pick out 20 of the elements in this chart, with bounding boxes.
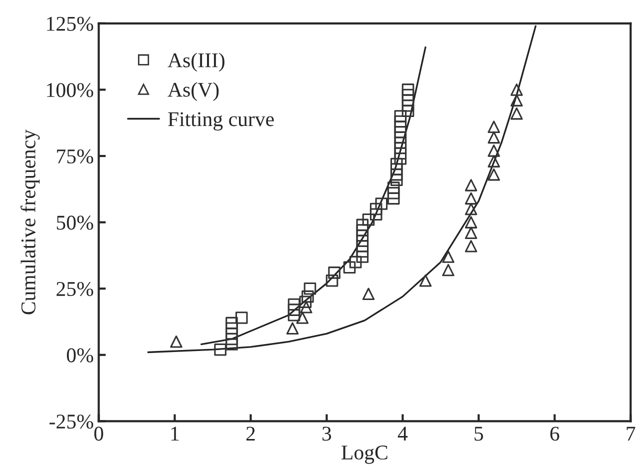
x-tick-label: 0 (94, 426, 104, 441)
x-tick-label: 2 (246, 426, 255, 441)
x-tick-label: 4 (398, 426, 408, 441)
y-tick-label: 50% (56, 216, 94, 230)
legend-label: As(III) (168, 52, 224, 72)
x-tick-label: 7 (626, 426, 636, 441)
y-axis-title: Cumulative frequency (20, 130, 40, 314)
y-tick-label: 0% (66, 348, 94, 362)
x-tick-label: 1 (171, 426, 179, 441)
x-tick-label: 5 (474, 426, 484, 441)
y-tick-label: 25% (56, 282, 94, 296)
x-tick-label: 3 (322, 426, 332, 441)
y-tick-label: 75% (57, 149, 94, 164)
legend-label: Fitting curve (168, 112, 274, 131)
y-tick-label: -25% (50, 414, 94, 429)
legend-label: As(V) (168, 82, 219, 102)
x-axis-title: LogC (342, 446, 388, 464)
y-tick-label: 125% (47, 16, 94, 31)
y-tick-label: 100% (47, 83, 94, 98)
x-tick-label: 6 (550, 426, 560, 441)
